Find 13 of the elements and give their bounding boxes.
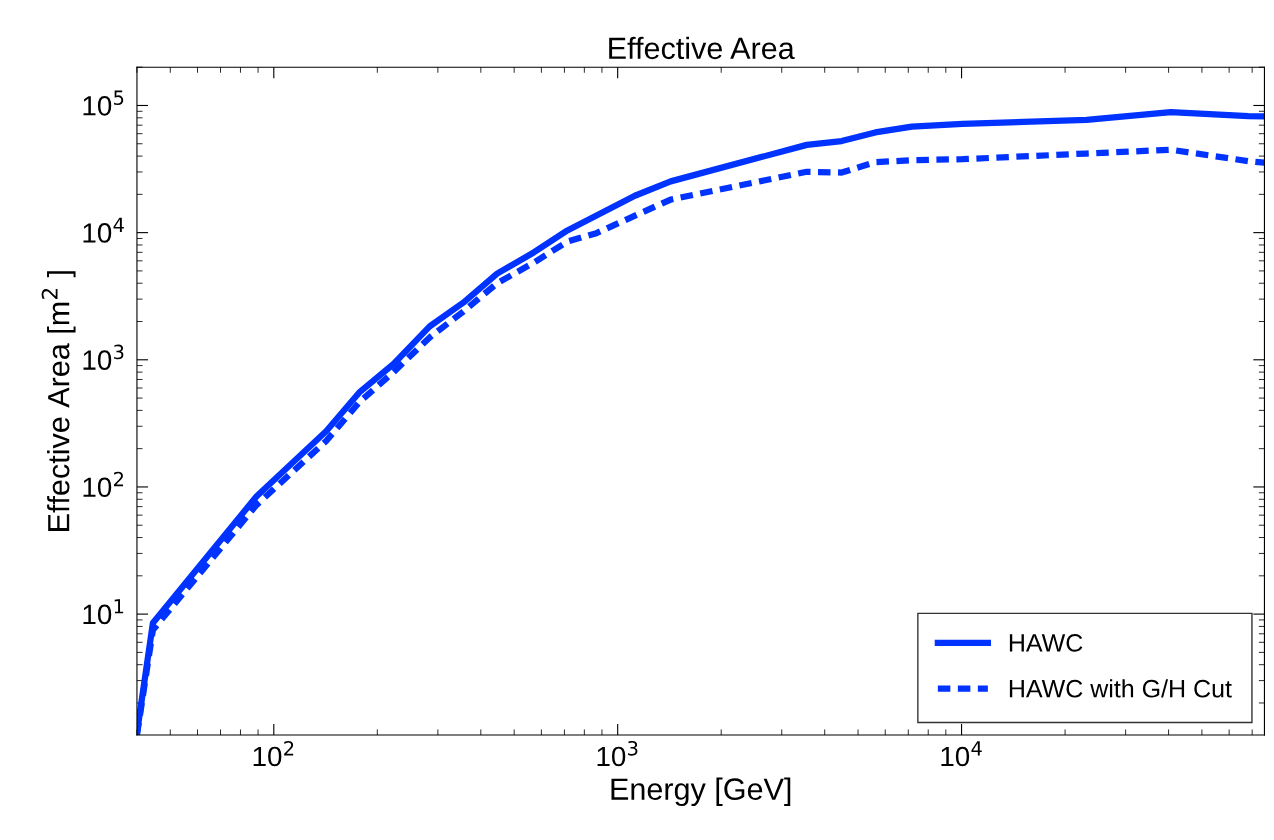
y-tick-label: 10$^{5}$: [83, 90, 124, 116]
x-axis-title: Energy [GeV]: [611, 777, 791, 807]
x-tick-label: 10$^{3}$: [597, 740, 638, 767]
x-tick-label: 10$^{4}$: [941, 741, 982, 767]
y-axis-title: Effective Area [m$^{2}$ ]: [41, 271, 76, 531]
y-tick-label: 10$^{3}$: [83, 344, 124, 370]
x-tick-label: 10$^{2}$: [253, 740, 294, 767]
y-tick-label: 10$^{4}$: [83, 217, 124, 243]
legend-label: HAWC: [1009, 634, 1083, 652]
y-tick-label: 10$^{1}$: [83, 599, 124, 625]
chart-title: Effective Area: [609, 36, 795, 60]
legend-label: HAWC with G/H Cut: [1009, 679, 1232, 698]
y-tick-label: 10$^{2}$: [83, 471, 123, 498]
